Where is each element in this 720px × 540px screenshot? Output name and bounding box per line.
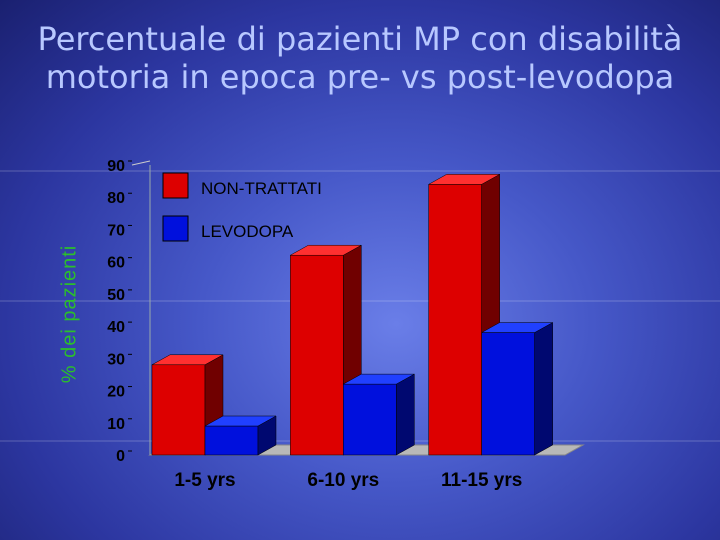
bar-side-levodopa-2 [534, 322, 553, 456]
bar-top-non-trattati-0 [151, 354, 224, 366]
y-tick-label: 80 [107, 190, 125, 207]
legend-label-1: LEVODOPA [201, 222, 294, 241]
legend-label-0: NON-TRATTATI [201, 179, 322, 198]
bar-top-levodopa-2 [480, 322, 554, 333]
top-tick-mark [131, 160, 151, 166]
y-tick-label: 30 [107, 351, 125, 368]
bar-top-levodopa-1 [342, 373, 416, 385]
bar-non-trattati-0 [151, 364, 206, 456]
y-tick-label: 40 [107, 319, 125, 336]
bar-levodopa-1 [343, 383, 397, 456]
x-category-label: 6-10 yrs [307, 470, 379, 491]
bar-non-trattati-2 [428, 184, 482, 456]
bar-side-levodopa-1 [396, 373, 415, 456]
y-tick-label: 70 [107, 222, 125, 239]
chart-title: Percentuale di pazienti MP con disabilit… [20, 20, 700, 96]
bar-levodopa-2 [481, 332, 535, 456]
bar-top-non-trattati-1 [289, 244, 363, 256]
y-tick-label: 20 [107, 384, 125, 401]
x-category-label: 1-5 yrs [174, 470, 235, 491]
title-line-1: Percentuale di pazienti MP con disabilit… [37, 20, 683, 58]
y-tick-label: 50 [107, 287, 125, 304]
title-line-2: motoria in epoca pre- vs post-levodopa [45, 58, 675, 96]
bar-top-levodopa-0 [204, 415, 277, 427]
bar-levodopa-0 [204, 425, 259, 456]
legend-swatch-1 [162, 215, 189, 242]
x-category-label: 11-15 yrs [441, 470, 522, 491]
bar-top-non-trattati-2 [427, 174, 501, 185]
y-tick-label: 90 [107, 158, 125, 175]
legend-swatch-0 [162, 172, 189, 199]
y-tick-label: 60 [107, 255, 125, 272]
y-tick-label: 10 [107, 416, 125, 433]
y-tick-label: 0 [116, 448, 125, 465]
bar-non-trattati-1 [290, 254, 344, 456]
